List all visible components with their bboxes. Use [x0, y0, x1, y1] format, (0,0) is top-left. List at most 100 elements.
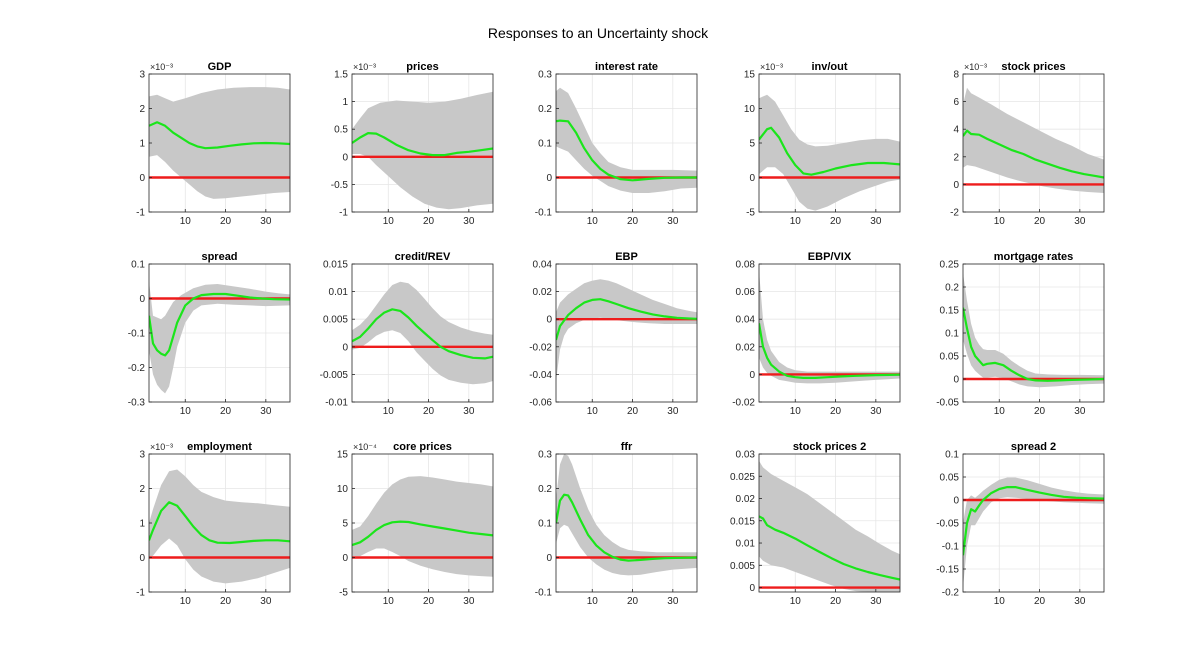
- y-tick-label: 0: [139, 173, 145, 184]
- axes-box-ebp: [555, 263, 698, 403]
- panel-spread-2: 10 20 30 -0.2 -0.15 -0.1 -0.05 0 0.05 0.1 spread 2: [936, 441, 1105, 607]
- y-tick-label: -0.1: [535, 588, 553, 599]
- x-tick-label: 20: [423, 216, 435, 227]
- x-tick-label: 30: [463, 406, 475, 417]
- median-response-prices: [352, 132, 493, 157]
- panel-title-stock-prices: stock prices: [1001, 61, 1065, 73]
- x-tick-label: 30: [870, 216, 882, 227]
- panel-spread: 10 20 30 -0.3 -0.2 -0.1 0 0.1 spread: [128, 251, 291, 417]
- y-tick-label: -0.5: [331, 180, 349, 191]
- y-tick-label: -0.1: [128, 329, 146, 340]
- panel-stock-prices: 10 20 30 -2 0 2 4 6 8 ×10⁻³ stock prices: [950, 61, 1105, 227]
- y-tick-label: 0.25: [940, 260, 960, 271]
- panel-prices: 10 20 30 -1 -0.5 0 0.5 1 1.5 ×10⁻³ prices: [331, 61, 494, 227]
- y-tick-label: 0.3: [538, 70, 552, 81]
- y-tick-label: 0: [342, 152, 348, 163]
- x-tick-label: 20: [627, 406, 639, 417]
- x-tick-label: 30: [870, 406, 882, 417]
- y-tick-label: -0.01: [325, 398, 348, 409]
- y-tick-label: 0: [953, 180, 959, 191]
- panel-title-inv-out: inv/out: [811, 61, 847, 73]
- y-tick-label: 0.03: [736, 450, 756, 461]
- median-response-credit-rev: [352, 308, 493, 360]
- y-tick-label: 0: [953, 375, 959, 386]
- y-tick-label: -5: [339, 588, 348, 599]
- axes-box-ebp-vix: [758, 263, 901, 403]
- y-tick-label: 0: [953, 496, 959, 507]
- axis-exponent-employment: ×10⁻³: [150, 442, 173, 452]
- panel-title-credit-rev: credit/REV: [395, 251, 451, 263]
- x-tick-label: 30: [1074, 406, 1086, 417]
- x-tick-label: 20: [627, 216, 639, 227]
- x-tick-label: 30: [260, 596, 272, 607]
- y-tick-label: 0.5: [334, 125, 348, 136]
- y-tick-label: -0.1: [942, 542, 960, 553]
- y-tick-label: 15: [744, 70, 756, 81]
- y-tick-label: -0.005: [320, 370, 349, 381]
- y-tick-label: 10: [337, 484, 349, 495]
- axis-exponent-core-prices: ×10⁻⁴: [353, 442, 377, 452]
- panel-inv-out: 10 20 30 -5 0 5 10 15 ×10⁻³ inv/out: [744, 61, 901, 227]
- y-tick-label: -0.15: [936, 565, 959, 576]
- y-tick-label: -2: [950, 208, 959, 219]
- confidence-band-gdp: [149, 87, 290, 199]
- y-tick-label: 0.08: [736, 260, 756, 271]
- y-tick-label: 0.2: [945, 283, 959, 294]
- panel-title-prices: prices: [406, 61, 438, 73]
- y-tick-label: -0.02: [732, 398, 755, 409]
- x-tick-label: 10: [790, 216, 802, 227]
- x-tick-label: 30: [260, 216, 272, 227]
- panel-mortgage-rates: 10 20 30 -0.05 0 0.05 0.1 0.15 0.2 0.25 mortgage r…: [936, 251, 1105, 417]
- y-tick-label: -1: [136, 208, 145, 219]
- y-tick-label: 8: [953, 70, 959, 81]
- x-tick-label: 10: [790, 596, 802, 607]
- y-tick-label: 0.02: [736, 342, 756, 353]
- panel-interest-rate: 10 20 30 -0.1 0 0.1 0.2 0.3 interest rate: [535, 61, 698, 227]
- y-tick-label: -5: [746, 208, 755, 219]
- median-response-ffr: [556, 493, 697, 562]
- x-tick-label: 30: [667, 596, 679, 607]
- x-tick-label: 10: [994, 596, 1006, 607]
- x-tick-label: 10: [994, 216, 1006, 227]
- confidence-band-prices: [352, 91, 493, 210]
- y-tick-label: 0.01: [329, 287, 349, 298]
- y-tick-label: 0.02: [533, 287, 553, 298]
- y-tick-label: -1: [339, 208, 348, 219]
- panel-employment: 10 20 30 -1 0 1 2 3 ×10⁻³ employment: [136, 441, 291, 607]
- y-tick-label: 0.005: [323, 315, 348, 326]
- y-tick-label: 0.1: [538, 519, 552, 530]
- confidence-band-ebp: [556, 279, 697, 382]
- x-tick-label: 10: [994, 406, 1006, 417]
- confidence-band-stock-prices-2: [759, 460, 900, 592]
- y-tick-label: -0.05: [936, 519, 959, 530]
- x-tick-label: 30: [1074, 596, 1086, 607]
- y-tick-label: 4: [953, 125, 959, 136]
- y-tick-label: 0: [139, 553, 145, 564]
- median-response-ebp-vix: [759, 323, 900, 379]
- x-tick-label: 30: [667, 216, 679, 227]
- median-response-employment: [149, 501, 290, 545]
- y-tick-label: -0.2: [942, 588, 960, 599]
- axes-box-stock-prices: [962, 73, 1105, 213]
- confidence-band-ebp-vix: [759, 270, 900, 384]
- y-tick-label: 3: [139, 70, 145, 81]
- confidence-band-inv-out: [759, 94, 900, 211]
- confidence-band-interest-rate: [556, 87, 697, 193]
- panel-credit-rev: 10 20 30 -0.01 -0.005 0 0.005 0.01 0.015 credit/R…: [320, 251, 494, 417]
- y-tick-label: 0.15: [940, 306, 960, 317]
- y-tick-label: 2: [139, 484, 145, 495]
- x-tick-label: 20: [423, 596, 435, 607]
- confidence-band-mortgage-rates: [963, 273, 1104, 388]
- x-tick-label: 20: [830, 216, 842, 227]
- x-tick-label: 20: [220, 406, 232, 417]
- y-tick-label: 0.015: [730, 516, 755, 527]
- panel-title-spread: spread: [201, 251, 237, 263]
- y-tick-label: 0.015: [323, 260, 348, 271]
- y-tick-label: 15: [337, 450, 349, 461]
- confidence-band-core-prices: [352, 476, 493, 577]
- y-tick-label: 0: [749, 173, 755, 184]
- x-tick-label: 20: [1034, 406, 1046, 417]
- y-tick-label: 0.025: [730, 472, 755, 483]
- panel-ebp: 10 20 30 -0.06 -0.04 -0.02 0 0.02 0.04 EBP: [529, 251, 698, 417]
- x-tick-label: 10: [180, 596, 192, 607]
